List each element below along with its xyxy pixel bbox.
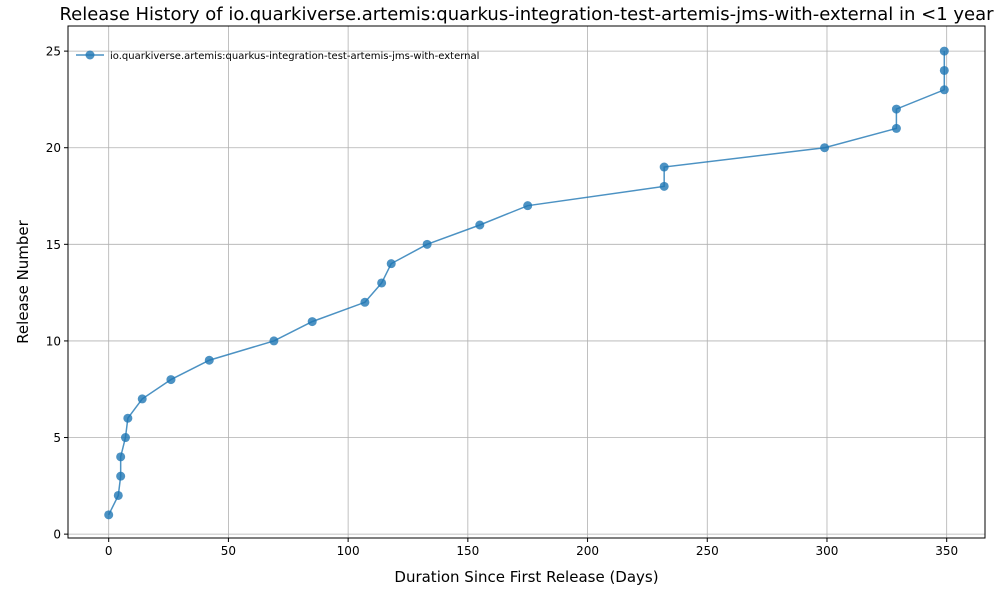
data-point (659, 162, 669, 172)
data-point (422, 239, 432, 249)
x-tick-label: 200 (576, 544, 599, 558)
grid (68, 26, 985, 538)
y-tick-label: 25 (46, 45, 61, 59)
data-point (116, 452, 126, 462)
x-tick-label: 50 (221, 544, 236, 558)
data-point (820, 143, 830, 153)
data-point (116, 471, 126, 481)
data-point (523, 201, 533, 211)
data-point (123, 413, 133, 423)
data-point (269, 336, 279, 346)
data-point (104, 510, 114, 520)
x-tick-label: 0 (105, 544, 113, 558)
data-point (939, 46, 949, 56)
y-axis-title: Release Number (14, 219, 32, 343)
data-point (307, 317, 317, 327)
x-tick-label: 100 (337, 544, 360, 558)
y-tick-label: 5 (53, 431, 61, 445)
legend-marker-swatch (85, 50, 95, 60)
data-point (166, 375, 176, 385)
data-point (120, 433, 130, 443)
data-point (377, 278, 387, 288)
data-point (204, 355, 214, 365)
legend-label: io.quarkiverse.artemis:quarkus-integrati… (110, 51, 479, 62)
data-point (386, 259, 396, 269)
chart-title: Release History of io.quarkiverse.artemi… (59, 4, 994, 25)
data-points (104, 46, 949, 520)
data-point (360, 297, 370, 307)
data-point (939, 85, 949, 95)
data-point (137, 394, 147, 404)
y-axis: 0 5 10 15 20 25 (46, 45, 68, 542)
y-tick-label: 0 (53, 528, 61, 542)
data-point (891, 104, 901, 114)
x-axis-title: Duration Since First Release (Days) (394, 568, 658, 586)
y-tick-label: 10 (46, 334, 61, 348)
x-tick-label: 250 (696, 544, 719, 558)
y-tick-label: 20 (46, 141, 61, 155)
data-point (475, 220, 485, 230)
y-tick-label: 15 (46, 238, 61, 252)
x-axis: 0 50 100 150 200 250 300 350 (105, 538, 958, 558)
x-tick-label: 150 (456, 544, 479, 558)
series-line (108, 51, 946, 516)
data-point (891, 123, 901, 133)
data-point (113, 490, 123, 500)
x-tick-label: 350 (935, 544, 958, 558)
data-point (659, 181, 669, 191)
plot-frame (67, 25, 986, 539)
legend: io.quarkiverse.artemis:quarkus-integrati… (76, 50, 479, 62)
x-tick-label: 300 (816, 544, 839, 558)
data-point (939, 65, 949, 75)
